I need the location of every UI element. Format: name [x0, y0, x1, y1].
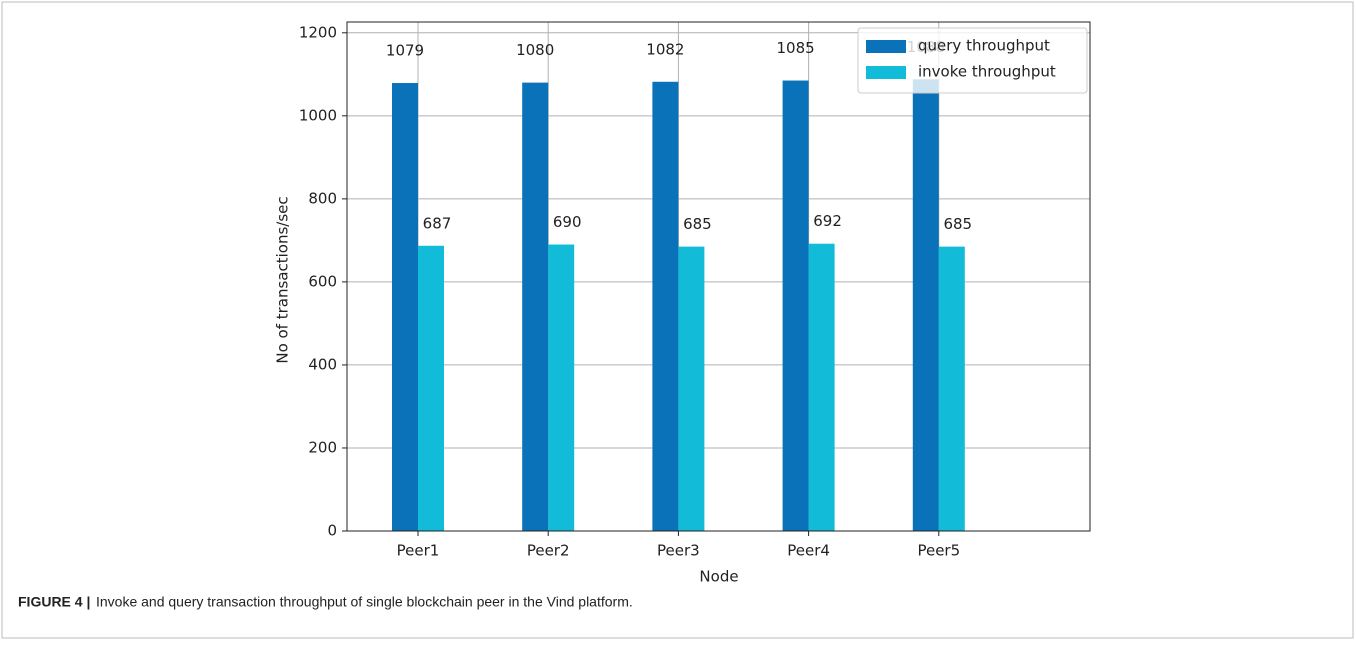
axes-frame — [346, 21, 1091, 532]
bar — [782, 80, 809, 531]
value-label: 1082 — [646, 40, 684, 58]
value-label: 692 — [813, 212, 842, 230]
x-tick-label: Peer3 — [657, 542, 700, 560]
bar — [522, 82, 549, 532]
y-tick-label: 200 — [308, 438, 337, 456]
bar — [392, 83, 418, 531]
bar — [938, 246, 965, 531]
value-label: 1080 — [516, 41, 554, 59]
caption: Invoke and query transaction throughput … — [96, 594, 633, 610]
y-tick-label: 400 — [308, 355, 337, 373]
value-label: 687 — [423, 214, 452, 232]
legend-label: invoke throughput — [918, 63, 1056, 81]
value-label: 1085 — [777, 39, 815, 57]
figure-border — [1, 1, 1354, 639]
value-label: 685 — [943, 215, 972, 233]
y-tick-label: 600 — [308, 272, 337, 290]
x-tick-label: Peer1 — [397, 542, 440, 560]
bar — [678, 246, 705, 531]
x-tick-label: Peer2 — [527, 542, 570, 560]
x-axis-label: Node — [699, 568, 738, 586]
value-label: 690 — [553, 213, 582, 231]
y-axis-label: No of transactions/sec — [274, 196, 292, 363]
value-label: 685 — [683, 215, 712, 233]
x-tick-label: Peer4 — [787, 542, 830, 560]
bar — [418, 245, 444, 531]
y-tick-label: 0 — [327, 522, 337, 540]
bar — [652, 81, 679, 531]
caption-label: FIGURE 4 | — [18, 594, 90, 610]
y-tick-label: 1200 — [299, 23, 337, 41]
value-label: 1079 — [386, 42, 424, 60]
legend-swatch — [866, 40, 906, 53]
legend-box — [857, 27, 1088, 94]
legend-swatch — [866, 66, 906, 79]
y-tick-label: 800 — [308, 189, 337, 207]
plot: 0 200 400 600 800 1000 1200 Peer1 Peer2 Peer3 Peer… — [299, 21, 1091, 560]
bar — [548, 244, 575, 532]
legend-label: query throughput — [918, 37, 1050, 55]
bar — [808, 243, 835, 531]
bar — [912, 79, 939, 531]
x-tick-label: Peer5 — [917, 542, 960, 560]
y-tick-label: 1000 — [299, 106, 337, 124]
